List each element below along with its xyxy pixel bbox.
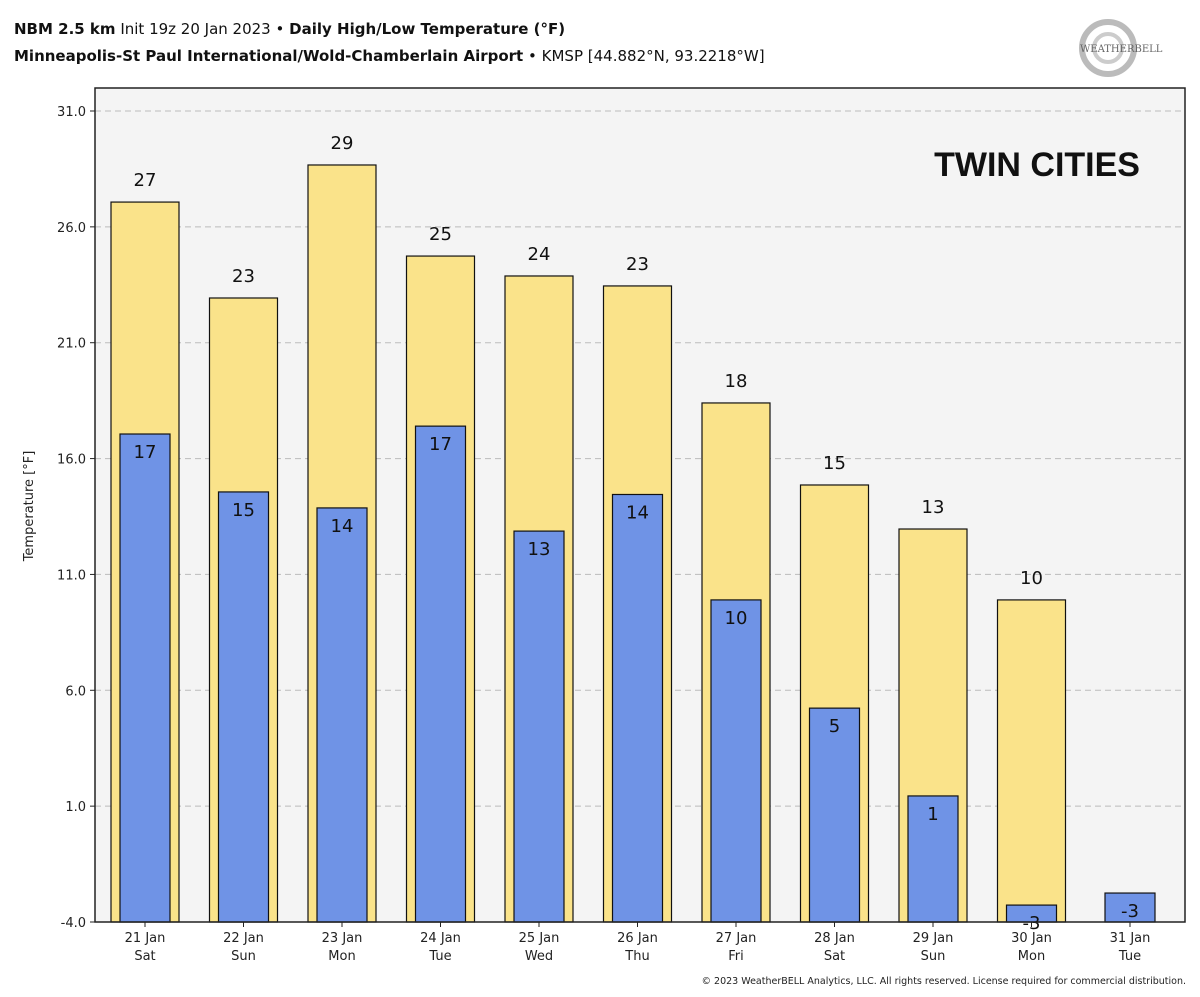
- high-label: 27: [134, 170, 157, 191]
- high-label: 25: [429, 224, 452, 245]
- low-bar: [808, 707, 861, 923]
- y-tick-label: 1.0: [65, 800, 86, 815]
- low-label: 1: [927, 804, 938, 825]
- high-label: 24: [528, 244, 551, 265]
- high-label: 13: [922, 497, 945, 518]
- x-tick-weekday: Thu: [624, 949, 649, 964]
- x-tick-weekday: Sun: [921, 949, 946, 964]
- low-bar: [710, 599, 762, 923]
- y-tick-label: 21.0: [57, 337, 86, 352]
- annotation: TWIN CITIES: [934, 146, 1140, 184]
- low-label: -3: [1121, 901, 1139, 922]
- svg-text:WEATHERBELL: WEATHERBELL: [1080, 44, 1163, 55]
- y-tick-label: -4.0: [61, 916, 86, 931]
- x-tick-date: 25 Jan: [519, 931, 560, 946]
- low-label: 15: [232, 500, 255, 521]
- high-label: 10: [1020, 568, 1043, 589]
- x-tick-date: 30 Jan: [1011, 931, 1052, 946]
- low-label: 17: [134, 442, 157, 463]
- high-label: 18: [725, 371, 748, 392]
- low-label: 10: [725, 608, 748, 629]
- separator: •: [275, 20, 285, 38]
- x-tick-weekday: Fri: [728, 949, 744, 964]
- y-tick-label: 26.0: [57, 221, 86, 236]
- x-tick-date: 26 Jan: [617, 931, 658, 946]
- weatherbell-logo: WEATHERBELL: [1079, 19, 1163, 77]
- x-tick-date: 28 Jan: [814, 931, 855, 946]
- x-tick-weekday: Sat: [134, 949, 155, 964]
- low-label: 14: [626, 502, 649, 523]
- separator: •: [528, 47, 537, 65]
- station-name: Minneapolis-St Paul International/Wold-C…: [14, 47, 524, 65]
- station-location: KMSP [44.882°N, 93.2218°W]: [541, 47, 765, 65]
- x-tick-date: 23 Jan: [322, 931, 363, 946]
- product-title: Daily High/Low Temperature (°F): [289, 20, 566, 38]
- y-tick-label: 6.0: [65, 684, 86, 699]
- x-tick-weekday: Mon: [328, 949, 355, 964]
- high-bar: [996, 599, 1067, 923]
- low-bar: [611, 493, 664, 923]
- init-time: Init 19z 20 Jan 2023: [120, 20, 271, 38]
- y-tick-label: 31.0: [57, 105, 86, 120]
- title-line-1: NBM 2.5 km Init 19z 20 Jan 2023 • Daily …: [14, 20, 565, 38]
- low-bar: [119, 433, 171, 923]
- y-tick-label: 16.0: [57, 453, 86, 468]
- x-tick-date: 27 Jan: [716, 931, 757, 946]
- low-bar: [907, 795, 959, 923]
- x-tick-date: 31 Jan: [1110, 931, 1151, 946]
- high-label: 23: [232, 266, 255, 287]
- low-bar: [217, 491, 270, 923]
- x-tick-date: 22 Jan: [223, 931, 264, 946]
- low-bar: [513, 530, 565, 923]
- x-tick-weekday: Sat: [824, 949, 845, 964]
- low-label: 17: [429, 434, 452, 455]
- copyright: © 2023 WeatherBELL Analytics, LLC. All r…: [701, 976, 1186, 987]
- x-tick-weekday: Wed: [525, 949, 553, 964]
- plot-frame: [94, 87, 1186, 923]
- x-tick-date: 21 Jan: [125, 931, 166, 946]
- low-bar: [414, 425, 467, 923]
- y-axis-label: Temperature [°F]: [22, 451, 37, 563]
- x-tick-weekday: Tue: [428, 949, 451, 964]
- x-tick-weekday: Mon: [1018, 949, 1045, 964]
- y-tick-label: 11.0: [57, 568, 86, 583]
- low-label: 14: [331, 516, 354, 537]
- low-label: 5: [829, 716, 840, 737]
- model-name: NBM 2.5 km: [14, 20, 116, 38]
- x-tick-weekday: Tue: [1118, 949, 1141, 964]
- low-bar: [316, 507, 368, 923]
- x-tick-date: 29 Jan: [913, 931, 954, 946]
- x-tick-date: 24 Jan: [420, 931, 461, 946]
- high-label: 29: [331, 133, 354, 154]
- high-label: 15: [823, 453, 846, 474]
- high-label: 23: [626, 254, 649, 275]
- title-line-2: Minneapolis-St Paul International/Wold-C…: [14, 47, 765, 65]
- x-tick-weekday: Sun: [231, 949, 256, 964]
- low-label: 13: [528, 539, 551, 560]
